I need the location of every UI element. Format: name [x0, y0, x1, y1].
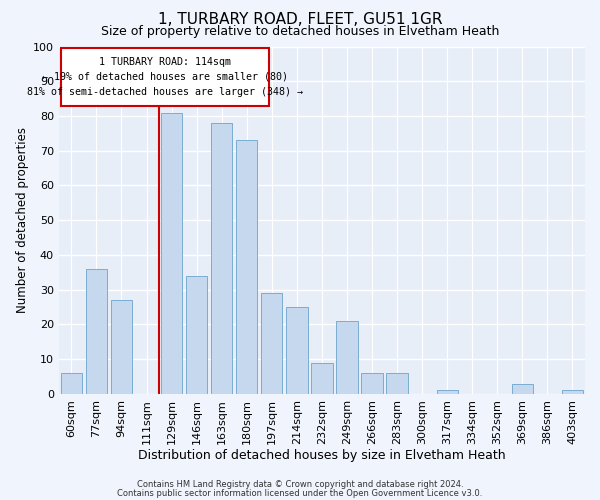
X-axis label: Distribution of detached houses by size in Elvetham Heath: Distribution of detached houses by size … [138, 450, 506, 462]
Bar [186, 276, 207, 394]
Bar [361, 373, 383, 394]
Bar [311, 362, 332, 394]
Bar [437, 390, 458, 394]
Bar [161, 112, 182, 394]
Text: 1, TURBARY ROAD, FLEET, GU51 1GR: 1, TURBARY ROAD, FLEET, GU51 1GR [158, 12, 442, 28]
Bar [261, 293, 283, 394]
Bar [86, 269, 107, 394]
Bar [562, 390, 583, 394]
Bar [337, 321, 358, 394]
FancyBboxPatch shape [61, 48, 269, 106]
Text: Contains public sector information licensed under the Open Government Licence v3: Contains public sector information licen… [118, 489, 482, 498]
Text: 1 TURBARY ROAD: 114sqm
← 19% of detached houses are smaller (80)
81% of semi-det: 1 TURBARY ROAD: 114sqm ← 19% of detached… [28, 57, 304, 96]
Text: Size of property relative to detached houses in Elvetham Heath: Size of property relative to detached ho… [101, 25, 499, 38]
Text: Contains HM Land Registry data © Crown copyright and database right 2024.: Contains HM Land Registry data © Crown c… [137, 480, 463, 489]
Bar [286, 307, 308, 394]
Bar [111, 300, 132, 394]
Bar [236, 140, 257, 394]
Bar [211, 123, 232, 394]
Bar [386, 373, 408, 394]
Bar [512, 384, 533, 394]
Bar [61, 373, 82, 394]
Y-axis label: Number of detached properties: Number of detached properties [16, 127, 29, 313]
